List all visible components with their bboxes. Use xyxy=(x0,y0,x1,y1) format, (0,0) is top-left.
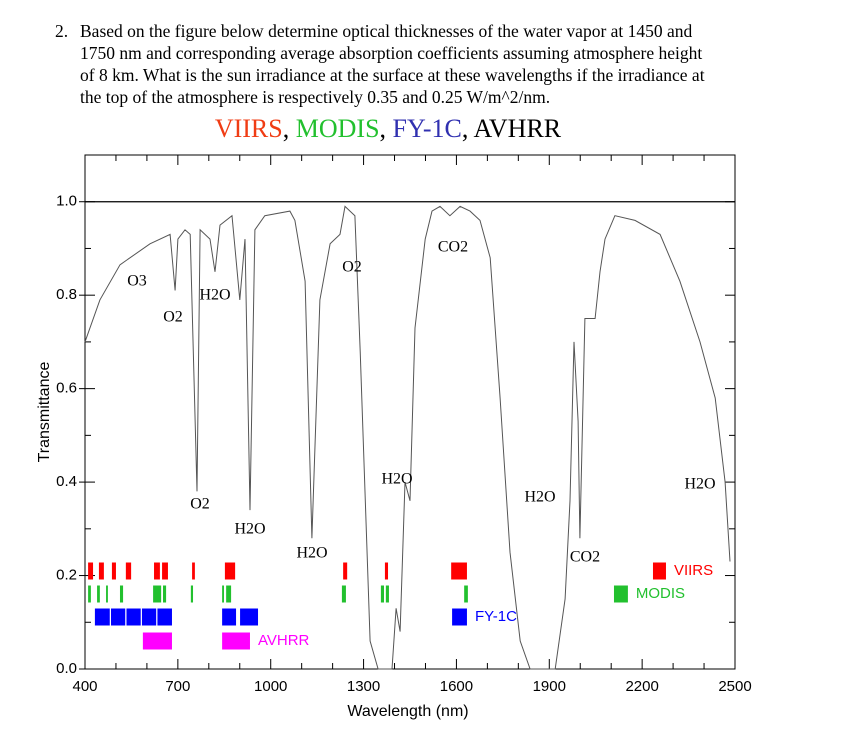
sensor-band xyxy=(240,608,259,626)
x-tick-label: 1900 xyxy=(533,678,566,695)
plot-frame xyxy=(84,154,736,670)
title-separator: , xyxy=(283,114,290,143)
sensor-band xyxy=(142,632,172,650)
y-tick-label: 0.0 xyxy=(56,660,77,677)
x-tick-label: 1000 xyxy=(254,678,287,695)
absorber-label: CO2 xyxy=(570,549,600,566)
sensor-band xyxy=(226,585,232,603)
x-tick-label: 400 xyxy=(72,678,97,695)
sensor-label: VIIRS xyxy=(674,562,713,579)
absorber-label: H2O xyxy=(234,521,265,538)
sensor-band xyxy=(111,608,126,626)
absorber-label: O2 xyxy=(342,259,362,276)
sensor-band xyxy=(126,608,141,626)
sensor-band xyxy=(452,608,467,626)
sensor-band xyxy=(464,585,468,603)
title-sensor: VIIRS xyxy=(215,114,283,143)
sensor-band xyxy=(652,562,666,580)
title-sensor: FY-1C xyxy=(393,114,462,143)
y-tick-label: 0.2 xyxy=(56,567,77,584)
absorber-label: H2O xyxy=(296,545,327,562)
sensor-band xyxy=(154,562,160,580)
absorber-label: O2 xyxy=(190,496,210,513)
sensor-band xyxy=(111,562,116,580)
absorber-label: H2O xyxy=(524,489,555,506)
sensor-band xyxy=(125,562,132,580)
sensor-band xyxy=(163,585,167,603)
x-tick-label: 1300 xyxy=(347,678,380,695)
absorber-label: O3 xyxy=(127,273,147,290)
sensor-band xyxy=(222,585,224,603)
absorber-label: CO2 xyxy=(438,239,468,256)
y-axis-label: Transmittance xyxy=(36,362,53,463)
absorber-label: O2 xyxy=(163,309,183,326)
y-tick-label: 0.8 xyxy=(56,286,77,303)
title-sensor: AVHRR xyxy=(473,114,561,143)
sensor-band xyxy=(222,632,250,650)
absorber-label: H2O xyxy=(199,287,230,304)
sensor-band xyxy=(451,562,467,580)
absorber-label: H2O xyxy=(381,471,412,488)
sensor-label: AVHRR xyxy=(258,632,310,649)
question-line: of 8 km. What is the sun irradiance at t… xyxy=(80,65,705,85)
question-line: Based on the figure below determine opti… xyxy=(80,21,693,41)
transmittance-curve xyxy=(84,205,731,670)
sensor-band xyxy=(385,585,389,603)
sensor-label: FY-1C xyxy=(475,608,517,625)
sensor-band xyxy=(343,562,348,580)
sensor-band xyxy=(88,562,94,580)
sensor-band xyxy=(153,585,162,603)
sensor-band xyxy=(613,585,628,603)
y-tick-label: 0.6 xyxy=(56,380,77,397)
sensor-band xyxy=(341,585,346,603)
sensor-band xyxy=(192,562,195,580)
sensor-band xyxy=(119,585,124,603)
sensor-band xyxy=(88,585,91,603)
x-tick-label: 2200 xyxy=(625,678,658,695)
sensor-band xyxy=(98,562,104,580)
sensor-band xyxy=(224,562,236,580)
sensor-band xyxy=(190,585,194,603)
sensor-band xyxy=(157,608,172,626)
sensor-label: MODIS xyxy=(636,585,685,602)
question-line: 1750 nm and corresponding average absorp… xyxy=(80,43,702,63)
question-number: 2. xyxy=(55,21,68,41)
sensor-band xyxy=(141,608,157,626)
sensor-band xyxy=(222,608,237,626)
chart-title: VIIRS, MODIS, FY-1C, AVHRR xyxy=(215,114,562,143)
sensor-band xyxy=(162,562,168,580)
x-axis-label: Wavelength (nm) xyxy=(347,703,468,720)
y-tick-label: 1.0 xyxy=(56,193,77,210)
x-tick-label: 2500 xyxy=(718,678,751,695)
question-line: the top of the atmosphere is respectivel… xyxy=(80,87,550,107)
title-separator: , xyxy=(380,114,387,143)
y-tick-label: 0.4 xyxy=(56,473,77,490)
title-separator: , xyxy=(462,114,469,143)
sensor-band xyxy=(106,585,108,603)
x-tick-label: 1600 xyxy=(440,678,473,695)
sensor-band xyxy=(94,608,110,626)
sensor-band xyxy=(380,585,384,603)
absorber-label: H2O xyxy=(684,476,715,493)
sensor-band xyxy=(384,562,389,580)
title-sensor: MODIS xyxy=(296,114,380,143)
x-tick-label: 700 xyxy=(165,678,190,695)
sensor-band xyxy=(97,585,100,603)
